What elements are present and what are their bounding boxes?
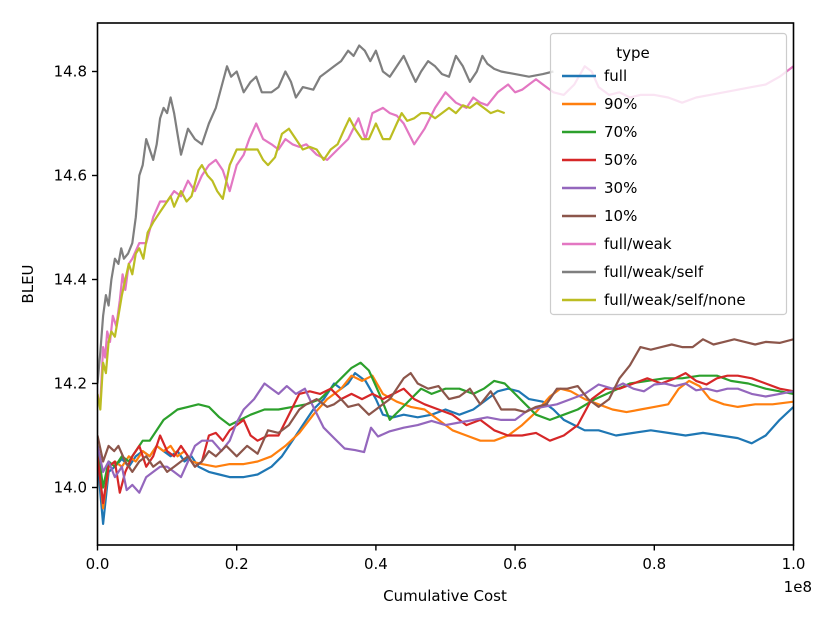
legend-label-50-: 50% (604, 151, 637, 169)
legend-label-90-: 90% (604, 95, 637, 113)
series-line-10- (97, 338, 794, 473)
series-line-full-weak-self (97, 44, 554, 384)
legend-label-full-weak-self-none: full/weak/self/none (604, 291, 746, 309)
y-axis-label: BLEU (19, 264, 37, 303)
x-tick-label-0.2: 0.2 (225, 555, 249, 573)
legend-frame (549, 32, 788, 316)
x-axis-offset-label: 1e8 (784, 578, 812, 596)
y-tick-label-14.8: 14.8 (54, 63, 87, 81)
legend-title: type (616, 44, 650, 62)
legend-label-10-: 10% (604, 207, 637, 225)
series-line-full (97, 372, 794, 526)
series-line-70- (97, 361, 794, 489)
x-tick-label-0.8: 0.8 (642, 555, 666, 573)
y-tick-label-14.4: 14.4 (54, 271, 87, 289)
legend-label-full-weak: full/weak (604, 235, 672, 253)
series-line-full-weak-self-none (97, 101, 506, 411)
x-axis-ticks: 0.0 0.2 0.4 0.6 0.8 1.0 (86, 545, 806, 573)
series-line-50- (97, 372, 794, 505)
legend-label-full: full (604, 67, 627, 85)
x-axis-label: Cumulative Cost (383, 587, 507, 605)
legend-label-70-: 70% (604, 123, 637, 141)
y-tick-label-14.2: 14.2 (54, 375, 87, 393)
legend-items: full 90% 70% 50% 30% 10% full/weak full/weak/se… (562, 67, 746, 309)
legend-label-full-weak-self: full/weak/self (604, 263, 704, 281)
legend: type full 90% 70% 50% 30% 10% full/weak full/we… (549, 32, 788, 316)
y-tick-label-14.6: 14.6 (54, 167, 87, 185)
legend-label-30-: 30% (604, 179, 637, 197)
x-tick-label-0.6: 0.6 (503, 555, 527, 573)
x-tick-label-1.0: 1.0 (782, 555, 806, 573)
x-tick-label-0.0: 0.0 (86, 555, 110, 573)
x-tick-label-0.4: 0.4 (364, 555, 388, 573)
axes-spines (96, 22, 795, 546)
y-tick-label-14.0: 14.0 (54, 479, 87, 497)
y-axis-ticks: 14.0 14.2 14.4 14.6 14.8 (54, 63, 98, 497)
